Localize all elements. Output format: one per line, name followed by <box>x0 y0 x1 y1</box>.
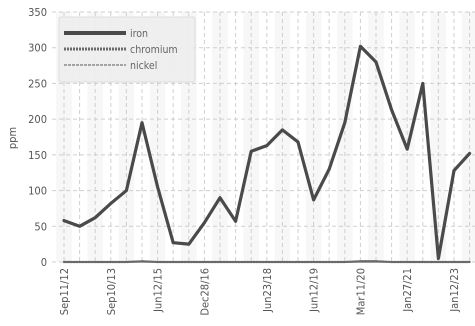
y-tick-label: 250 <box>28 77 47 90</box>
x-tick-label: Jun12/19 <box>308 268 321 313</box>
x-tick-label: Sep11/12 <box>58 268 71 315</box>
x-tick-label: Mar11/20 <box>354 268 367 315</box>
plot-band <box>212 12 228 262</box>
y-axis-ticks: 0 50 100 150 200 250 300 350 <box>28 6 47 269</box>
plot-band <box>337 12 353 262</box>
y-tick-label: 100 <box>28 185 47 198</box>
y-tick-label: 200 <box>28 113 47 126</box>
series-lines <box>62 44 472 264</box>
series-line-chromium <box>62 260 471 264</box>
x-tick-label: Dec28/16 <box>198 268 211 316</box>
legend-label-iron: iron <box>130 28 148 40</box>
plot-band <box>274 12 291 262</box>
y-axis-title: ppm <box>6 127 19 149</box>
x-tick-label: Sep10/13 <box>105 268 118 315</box>
series-line-iron <box>62 44 472 261</box>
x-axis-ticks: Sep11/12 Sep10/13 Jun12/15 Dec28/16 Jun23/18… <box>58 268 461 316</box>
legend-label-nickel: nickel <box>130 60 157 72</box>
plot-band <box>243 12 259 262</box>
x-tick-label: Jan12/23 <box>448 268 461 313</box>
y-tick-label: 50 <box>34 220 47 233</box>
y-tick-label: 0 <box>41 256 47 269</box>
plot-band <box>461 12 475 262</box>
x-tick-label: Jun23/18 <box>261 268 274 313</box>
plot-band <box>399 12 415 262</box>
legend: iron chromium nickel <box>58 16 196 83</box>
x-tick-label: Jun12/15 <box>152 268 165 313</box>
y-tick-label: 150 <box>28 149 47 162</box>
x-tick-label: Jan27/21 <box>401 268 414 313</box>
y-tick-label: 300 <box>28 42 47 55</box>
y-tick-label: 350 <box>28 6 47 19</box>
legend-label-chromium: chromium <box>130 44 178 56</box>
plot-band <box>305 12 322 262</box>
